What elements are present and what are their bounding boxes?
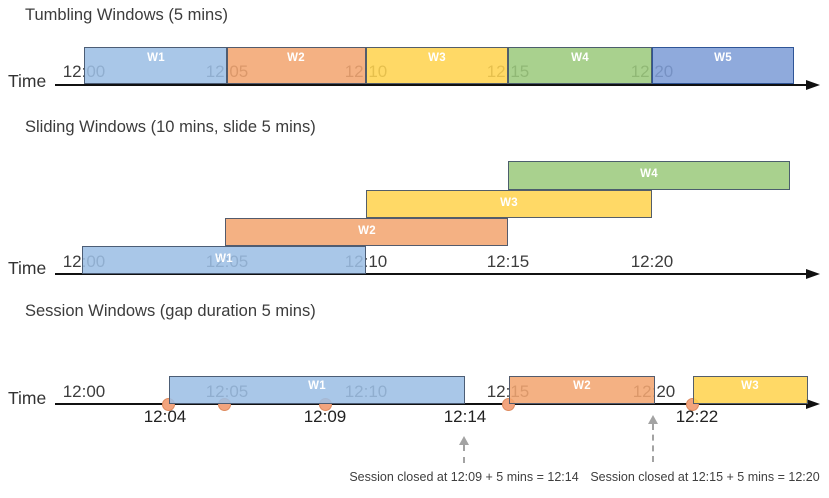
tumbling-section-title: Tumbling Windows (5 mins) bbox=[25, 6, 228, 24]
sliding-window-label: W2 bbox=[358, 225, 376, 237]
session-time-axis-label: Time bbox=[8, 388, 47, 408]
sliding-window-label: W3 bbox=[500, 197, 518, 209]
session-window-w3 bbox=[693, 376, 808, 404]
session-window-label: W3 bbox=[741, 380, 759, 392]
sliding-section-title: Sliding Windows (10 mins, slide 5 mins) bbox=[25, 118, 316, 136]
sliding-window-w2 bbox=[225, 218, 508, 246]
sliding-tick-label: 12:15 bbox=[486, 252, 530, 271]
session-closed-annotation: Session closed at 12:15 + 5 mins = 12:20 bbox=[590, 470, 820, 484]
sliding-window-w4 bbox=[508, 161, 790, 190]
tumbling-axis-arrowhead-icon bbox=[806, 79, 820, 90]
event-time-label: 12:09 bbox=[303, 407, 347, 426]
session-window-w2 bbox=[509, 376, 655, 404]
session-section-title: Session Windows (gap duration 5 mins) bbox=[25, 302, 316, 320]
session-axis-arrowhead-icon bbox=[806, 398, 820, 409]
sliding-tick-label: 12:20 bbox=[630, 252, 674, 271]
tumbling-window-w5 bbox=[652, 47, 794, 84]
event-time-label: 12:14 bbox=[443, 407, 487, 426]
annotation-arrow-up-icon bbox=[459, 436, 469, 445]
session-tick-label: 12:00 bbox=[62, 382, 106, 401]
session-window-label: W1 bbox=[308, 380, 326, 392]
annotation-arrow-line bbox=[463, 445, 465, 463]
session-time-axis bbox=[55, 403, 810, 405]
sliding-axis-arrowhead-icon bbox=[806, 268, 820, 279]
annotation-arrow-up-icon bbox=[648, 415, 658, 424]
event-time-label: 12:04 bbox=[143, 407, 187, 426]
sliding-time-axis bbox=[55, 273, 810, 275]
annotation-arrow-line bbox=[652, 424, 654, 462]
sliding-window-label: W1 bbox=[215, 253, 233, 265]
tumbling-window-label: W5 bbox=[714, 52, 732, 64]
tumbling-window-w4 bbox=[508, 47, 652, 84]
tumbling-window-label: W2 bbox=[287, 52, 305, 64]
sliding-window-w1 bbox=[82, 246, 366, 274]
tumbling-window-w2 bbox=[227, 47, 366, 84]
tumbling-time-axis-label: Time bbox=[8, 71, 47, 91]
session-window-w1 bbox=[169, 376, 465, 404]
tumbling-time-axis bbox=[55, 84, 810, 86]
tumbling-window-w3 bbox=[366, 47, 508, 84]
tumbling-window-w1 bbox=[84, 47, 227, 84]
session-closed-annotation: Session closed at 12:09 + 5 mins = 12:14 bbox=[349, 470, 579, 484]
event-time-label: 12:22 bbox=[675, 407, 719, 426]
sliding-window-w3 bbox=[366, 190, 652, 218]
sliding-window-label: W4 bbox=[640, 168, 658, 180]
tumbling-window-label: W1 bbox=[147, 52, 165, 64]
sliding-time-axis-label: Time bbox=[8, 258, 47, 278]
session-window-label: W2 bbox=[573, 380, 591, 392]
tumbling-window-label: W4 bbox=[571, 52, 589, 64]
tumbling-window-label: W3 bbox=[428, 52, 446, 64]
